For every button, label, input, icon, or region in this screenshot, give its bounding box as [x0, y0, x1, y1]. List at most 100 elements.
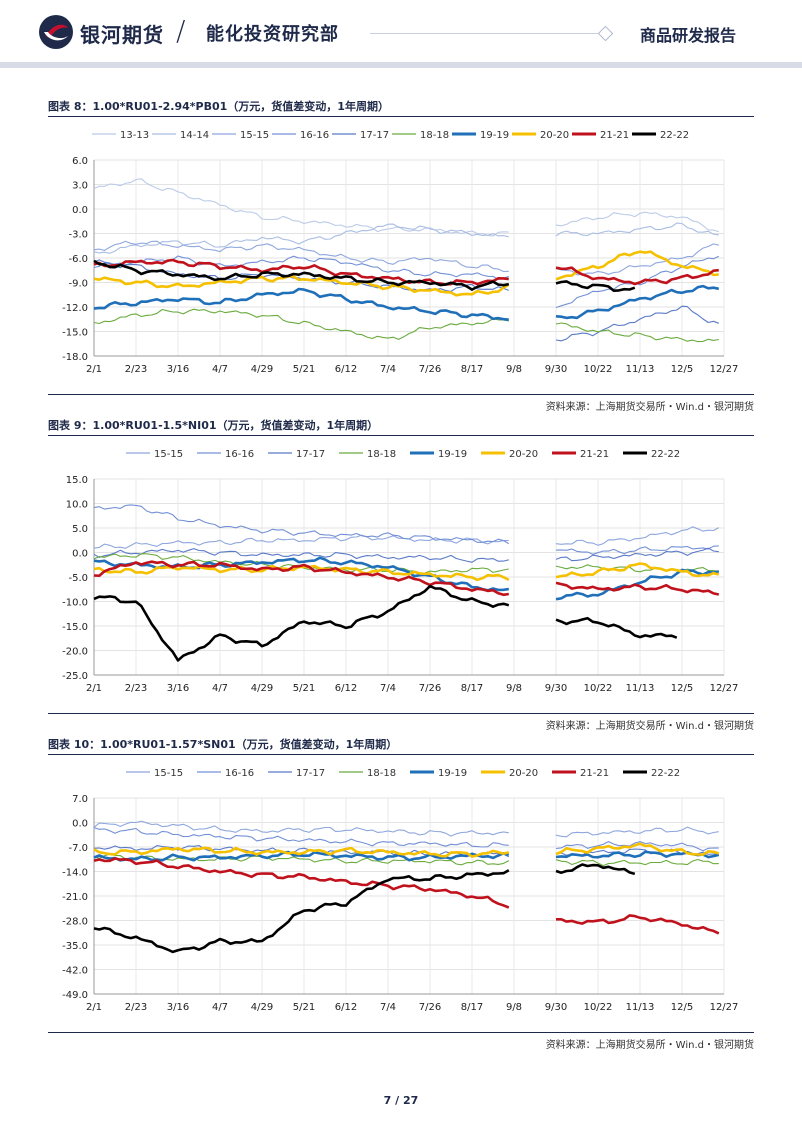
series-line-16-16: [93, 255, 509, 280]
series-21-21: [93, 857, 720, 935]
series-19-19: [93, 284, 720, 321]
y-tick-label: -18.0: [62, 352, 88, 363]
series-line-19-19: [555, 284, 720, 320]
figure-bottom-rule: [48, 1032, 754, 1033]
legend-label: 14-14: [180, 130, 209, 141]
y-tick-label: -35.0: [62, 941, 88, 952]
x-tick-label: 4/29: [251, 683, 273, 694]
y-tick-label: 5.0: [72, 524, 88, 535]
series-line-13-13: [555, 211, 719, 233]
galaxy-logo-icon: [39, 15, 73, 49]
source-note: 资料来源：上海期货交易所・Win.d・银河期货: [545, 402, 754, 413]
header-divider: /: [176, 14, 186, 47]
legend-label: 19-19: [438, 768, 467, 779]
series-line-22-22: [93, 259, 510, 291]
series-line-13-13: [93, 178, 509, 237]
x-tick-label: 8/17: [461, 683, 483, 694]
series-line-21-21: [555, 266, 719, 286]
figure-title-rule: [48, 435, 754, 436]
x-tick-label: 3/16: [167, 1002, 189, 1013]
source-note: 资料来源：上海期货交易所・Win.d・银河期货: [545, 1040, 754, 1051]
x-tick-label: 7/26: [419, 683, 441, 694]
series-line-19-19: [555, 568, 720, 601]
legend-label: 20-20: [540, 130, 569, 141]
x-axis: 2/1 2/23 3/16 4/7 4/29 5/21 6/12 7/4 7/26 8/17 9/8…: [86, 160, 738, 375]
series-line-20-20: [93, 564, 510, 582]
y-tick-label: 15.0: [66, 475, 88, 486]
x-tick-label: 5/21: [293, 1002, 315, 1013]
series-20-20: [93, 250, 719, 297]
series-line-21-21: [556, 914, 720, 935]
x-tick-label: 7/26: [419, 364, 441, 375]
x-tick-label: 6/12: [335, 683, 357, 694]
legend-label: 18-18: [420, 130, 449, 141]
legend-label: 21-21: [580, 768, 609, 779]
x-tick-label: 9/30: [545, 683, 567, 694]
legend-item-20-20: 20-20: [512, 130, 569, 141]
series-21-21: [93, 560, 720, 597]
legend-label: 18-18: [367, 768, 396, 779]
legend-label: 22-22: [660, 130, 689, 141]
legend-label: 13-13: [120, 130, 149, 141]
legend-item-19-19: 19-19: [410, 768, 467, 779]
legend-label: 15-15: [240, 130, 269, 141]
x-tick-label: 2/1: [86, 364, 102, 375]
y-tick-label: 0.0: [72, 549, 88, 560]
department-name: 能化投资研究部: [206, 24, 339, 45]
series-16-16: [93, 504, 719, 555]
figure-bottom-rule: [48, 394, 754, 395]
legend-item-13-13: 13-13: [92, 130, 149, 141]
series-line-15-15: [93, 820, 509, 837]
chart-fig9: 15-15 16-16 17-17 18-18 19-19 20-20 21-21 22-22…: [62, 449, 738, 694]
source-note: 资料来源：上海期货交易所・Win.d・银河期货: [545, 721, 754, 732]
y-tick-label: 10.0: [66, 500, 88, 511]
series-16-16: [93, 827, 719, 852]
series-line-18-18: [555, 322, 719, 343]
x-tick-label: 10/22: [584, 1002, 613, 1013]
series-line-16-16: [555, 545, 719, 555]
figure-9: 图表 9：1.00*RU01-1.5*NI01（万元，货值差变动，1年周期） 1…: [48, 417, 754, 733]
legend-item-16-16: 16-16: [197, 768, 254, 779]
y-tick-label: -21.0: [62, 892, 88, 903]
y-tick-label: -14.0: [62, 868, 88, 879]
x-tick-label: 12/5: [671, 364, 693, 375]
report-header: 银河期货 / 能化投资研究部 商品研发报告: [0, 0, 802, 68]
x-tick-label: 12/27: [710, 364, 739, 375]
series-line-16-16: [93, 827, 509, 848]
series-line-21-21: [555, 581, 720, 596]
legend-label: 16-16: [225, 449, 254, 460]
x-tick-label: 4/29: [251, 1002, 273, 1013]
x-tick-label: 10/22: [584, 364, 613, 375]
chart-legend: 15-15 16-16 17-17 18-18 19-19 20-20 21-21 22-22: [126, 449, 680, 460]
x-tick-label: 12/5: [671, 1002, 693, 1013]
x-tick-label: 11/13: [626, 683, 655, 694]
series-line-20-20: [555, 842, 720, 856]
legend-label: 17-17: [296, 768, 325, 779]
chart-legend: 13-13 14-14 15-15 16-16 17-17 18-18 19-19 20-20…: [92, 130, 689, 141]
series-line-17-17: [555, 547, 719, 562]
series-line-14-14: [93, 223, 509, 254]
x-tick-label: 2/23: [125, 1002, 147, 1013]
legend-label: 15-15: [154, 768, 183, 779]
x-tick-label: 9/30: [545, 1002, 567, 1013]
legend-item-17-17: 17-17: [332, 130, 389, 141]
legend-item-22-22: 22-22: [623, 449, 680, 460]
series-line-19-19: [93, 287, 509, 321]
series-line-20-20: [555, 250, 719, 281]
series-line-15-15: [93, 534, 509, 549]
legend-label: 21-21: [580, 449, 609, 460]
x-tick-label: 12/5: [671, 683, 693, 694]
x-tick-label: 6/12: [335, 1002, 357, 1013]
legend-label: 17-17: [296, 449, 325, 460]
x-tick-label: 5/21: [293, 364, 315, 375]
x-tick-label: 9/8: [506, 1002, 522, 1013]
x-axis: 2/1 2/23 3/16 4/7 4/29 5/21 6/12 7/4 7/26 8/17 9/8…: [86, 798, 738, 1013]
y-grid: 7.0 0.0 -7.0 -14.0 -21.0 -28.0 -35.0 -42.0 -49.0: [62, 794, 724, 1001]
series-22-22: [93, 584, 678, 662]
x-tick-label: 10/22: [584, 683, 613, 694]
series-line-14-14: [555, 222, 719, 237]
series-22-22: [93, 863, 636, 954]
x-tick-label: 7/4: [380, 683, 396, 694]
series-line-20-20: [555, 562, 720, 579]
series-17-17: [93, 259, 719, 342]
